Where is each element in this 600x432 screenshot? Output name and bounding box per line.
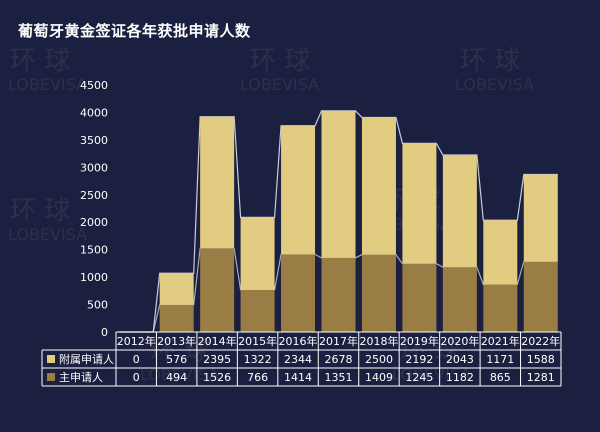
data-label: 494: [166, 371, 187, 384]
x-category-label: 2016年: [279, 334, 318, 348]
x-category-label: 2021年: [481, 334, 520, 348]
data-label: 1171: [486, 353, 514, 366]
x-category-label: 2013年: [157, 334, 196, 348]
data-label: 2344: [284, 353, 312, 366]
data-label: 0: [133, 371, 140, 384]
data-label: 766: [247, 371, 268, 384]
data-label: 1414: [284, 371, 312, 384]
data-label: 1182: [446, 371, 474, 384]
data-label: 2500: [365, 353, 393, 366]
y-tick-label: 0: [101, 326, 108, 339]
x-category-label: 2020年: [440, 334, 479, 348]
bar-main-applicant: [523, 261, 558, 332]
bar-main-applicant: [281, 254, 316, 332]
bar-dependent-applicant: [281, 125, 316, 255]
data-label: 1322: [244, 353, 272, 366]
y-tick-label: 500: [87, 299, 108, 312]
x-category-label: 2018年: [359, 334, 398, 348]
x-category-label: 2022年: [521, 334, 560, 348]
bar-dependent-applicant: [321, 110, 356, 258]
y-tick-label: 3000: [80, 161, 108, 174]
bar-dependent-applicant: [240, 217, 275, 290]
y-tick-label: 1500: [80, 244, 108, 257]
data-label: 576: [166, 353, 187, 366]
data-label: 2192: [405, 353, 433, 366]
data-label: 1281: [527, 371, 555, 384]
bar-main-applicant: [159, 304, 194, 332]
x-category-label: 2012年: [117, 334, 156, 348]
data-label: 0: [133, 353, 140, 366]
y-tick-label: 2500: [80, 189, 108, 202]
bar-main-applicant: [483, 284, 518, 332]
data-label: 1526: [203, 371, 231, 384]
y-tick-label: 1000: [80, 271, 108, 284]
bar-main-applicant: [200, 248, 235, 332]
bar-dependent-applicant: [483, 220, 518, 285]
x-category-label: 2019年: [400, 334, 439, 348]
legend-swatch: [47, 355, 55, 363]
x-category-label: 2014年: [198, 334, 237, 348]
bar-dependent-applicant: [402, 143, 437, 264]
bar-dependent-applicant: [200, 116, 235, 249]
bar-main-applicant: [321, 257, 356, 332]
legend-label: 主申请人: [59, 371, 103, 384]
data-label: 865: [490, 371, 511, 384]
y-tick-label: 4500: [80, 79, 108, 92]
bar-dependent-applicant: [361, 117, 396, 255]
bar-dependent-applicant: [442, 154, 477, 268]
data-label: 1245: [405, 371, 433, 384]
data-label: 1588: [527, 353, 555, 366]
y-tick-label: 2000: [80, 216, 108, 229]
bar-main-applicant: [361, 254, 396, 332]
y-tick-label: 4000: [80, 106, 108, 119]
y-tick-label: 3500: [80, 134, 108, 147]
x-category-label: 2017年: [319, 334, 358, 348]
data-label: 1351: [325, 371, 353, 384]
bar-dependent-applicant: [159, 273, 194, 305]
bar-main-applicant: [402, 263, 437, 332]
chart-title: 葡萄牙黄金签证各年获批申请人数: [18, 22, 251, 40]
data-label: 1409: [365, 371, 393, 384]
x-category-label: 2015年: [238, 334, 277, 348]
data-label: 2395: [203, 353, 231, 366]
data-label: 2678: [325, 353, 353, 366]
legend-swatch: [47, 373, 55, 381]
legend-label: 附属申请人: [59, 352, 114, 366]
bar-dependent-applicant: [523, 174, 558, 262]
bar-main-applicant: [442, 267, 477, 332]
data-label: 2043: [446, 353, 474, 366]
bar-main-applicant: [240, 289, 275, 332]
